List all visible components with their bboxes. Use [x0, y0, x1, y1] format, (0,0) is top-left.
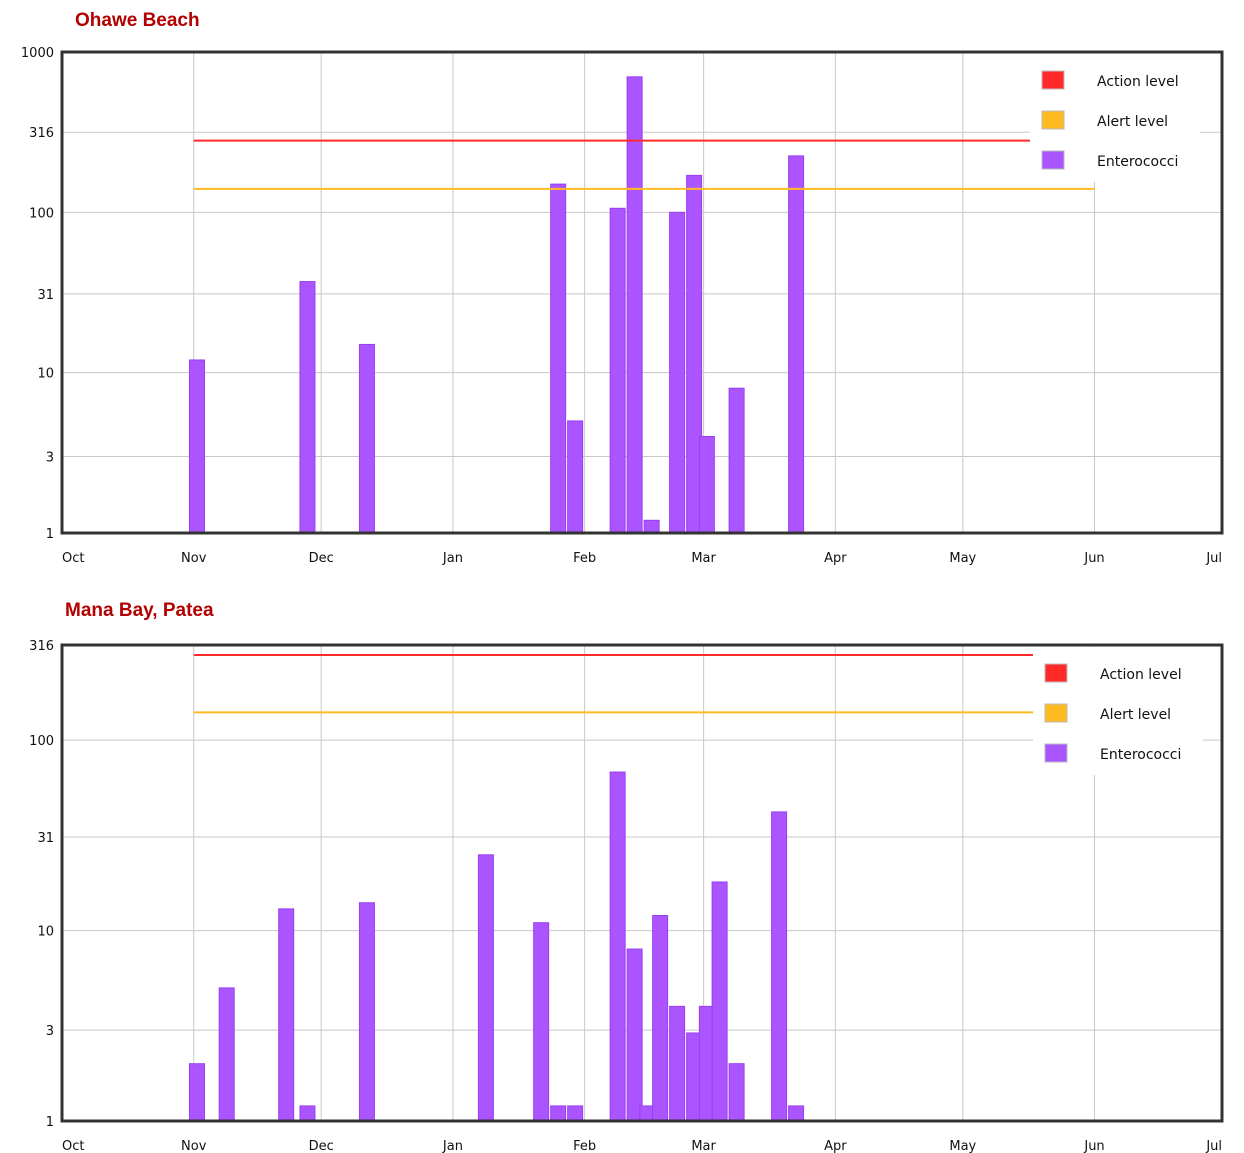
x-tick-label: Dec [309, 1139, 334, 1153]
enterococci-bar [358, 343, 375, 534]
legend-label: Enterococci [1100, 747, 1181, 763]
enterococci-bar [550, 183, 567, 534]
y-tick-label: 1 [46, 1115, 54, 1130]
enterococci-bar [188, 359, 205, 534]
enterococci-bar [533, 922, 550, 1122]
enterococci-bar [626, 948, 643, 1122]
x-tick-label: Jan [442, 551, 463, 566]
x-tick-label: Nov [181, 551, 207, 566]
enterococci-bar [567, 1105, 584, 1122]
enterococci-bar [771, 811, 788, 1122]
enterococci-bar [550, 1105, 567, 1122]
legend-label: Enterococci [1097, 154, 1178, 170]
x-tick-label: Nov [181, 1139, 207, 1153]
enterococci-bar [567, 420, 584, 534]
legend-swatch [1041, 150, 1065, 170]
x-tick-label: Jun [1083, 551, 1104, 566]
enterococci-bar [299, 1105, 316, 1122]
x-tick-label: Jan [442, 1139, 463, 1153]
chart-title-mana-bay: Mana Bay, Patea [65, 600, 214, 621]
y-tick-label: 3 [46, 451, 54, 466]
x-tick-label: Feb [573, 551, 596, 566]
enterococci-bar [218, 987, 235, 1122]
x-tick-label: Oct [62, 551, 84, 566]
x-tick-label: May [949, 551, 976, 566]
y-tick-label: 1000 [21, 46, 54, 61]
x-tick-label: Jun [1083, 1139, 1104, 1153]
legend-label: Alert level [1097, 114, 1168, 130]
x-tick-label: Jul [1205, 1139, 1222, 1153]
enterococci-bar [626, 76, 643, 534]
enterococci-bar [609, 771, 626, 1122]
x-tick-label: Apr [824, 1139, 847, 1153]
enterococci-bar [643, 519, 660, 534]
enterococci-bar [669, 1005, 686, 1122]
y-tick-label: 316 [29, 639, 54, 654]
x-tick-label: Mar [691, 1139, 716, 1153]
y-tick-label: 316 [29, 126, 54, 141]
enterococci-bar [477, 854, 494, 1122]
enterococci-bar [299, 281, 316, 534]
enterococci-bar [698, 435, 715, 534]
y-tick-label: 100 [29, 734, 54, 749]
enterococci-bar [188, 1063, 205, 1122]
legend-label: Alert level [1100, 707, 1171, 723]
legend-swatch [1044, 663, 1068, 683]
y-tick-label: 31 [37, 831, 54, 846]
x-tick-label: Jul [1205, 551, 1222, 566]
y-tick-label: 1 [46, 527, 54, 542]
x-tick-label: Feb [573, 1139, 596, 1153]
enterococci-bar [788, 1105, 805, 1122]
plot-frame [60, 50, 1224, 535]
legend-label: Action level [1100, 667, 1182, 683]
y-tick-label: 31 [37, 288, 54, 303]
legend-swatch [1044, 703, 1068, 723]
legend-swatch [1041, 110, 1065, 130]
enterococci-bar [669, 211, 686, 534]
plot-frame [60, 643, 1224, 1123]
enterococci-bar [278, 908, 295, 1122]
y-tick-label: 3 [46, 1024, 54, 1039]
enterococci-bar [788, 155, 805, 534]
chart-title-ohawe-beach: Ohawe Beach [75, 10, 200, 31]
legend-swatch [1041, 70, 1065, 90]
x-tick-label: Apr [824, 551, 847, 566]
x-tick-label: May [949, 1139, 976, 1153]
x-tick-label: Mar [691, 551, 716, 566]
x-tick-label: Oct [62, 1139, 84, 1153]
y-tick-label: 10 [37, 367, 54, 382]
enterococci-bar [728, 1063, 745, 1122]
x-tick-label: Dec [309, 551, 334, 566]
enterococci-bar [358, 902, 375, 1122]
enterococci-bar [609, 207, 626, 534]
enterococci-bar [711, 881, 728, 1122]
enterococci-bar [728, 387, 745, 534]
legend-label: Action level [1097, 74, 1179, 90]
enterococci-bar [652, 914, 669, 1122]
y-tick-label: 100 [29, 206, 54, 221]
y-tick-label: 10 [37, 925, 54, 940]
legend-swatch [1044, 743, 1068, 763]
